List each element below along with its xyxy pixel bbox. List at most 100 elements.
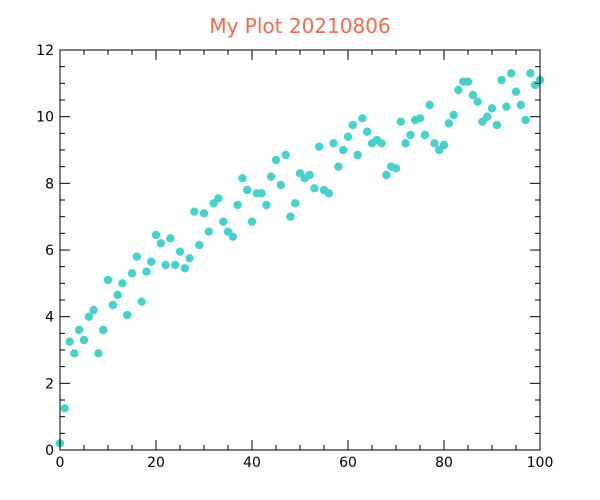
data-point bbox=[99, 325, 108, 335]
data-point bbox=[353, 150, 362, 160]
data-point bbox=[358, 114, 367, 123]
data-point bbox=[286, 212, 295, 221]
data-point bbox=[487, 104, 497, 113]
data-point bbox=[391, 164, 401, 173]
y-tick-label: 10 bbox=[36, 110, 54, 126]
data-point bbox=[343, 132, 353, 141]
data-point bbox=[502, 102, 511, 111]
data-point bbox=[132, 252, 141, 261]
data-point bbox=[65, 337, 74, 346]
data-point bbox=[329, 139, 338, 148]
data-point bbox=[267, 172, 276, 181]
ticks-layer: 0 20 40 60 80 100 0 2 4 6 8 10 12 bbox=[36, 43, 553, 471]
data-point bbox=[142, 267, 151, 276]
data-point bbox=[190, 207, 199, 216]
data-point bbox=[94, 349, 103, 358]
data-point bbox=[166, 234, 175, 243]
data-point bbox=[483, 112, 492, 121]
data-point bbox=[339, 145, 348, 155]
data-point bbox=[228, 232, 237, 241]
data-point bbox=[70, 349, 79, 358]
data-point bbox=[511, 87, 521, 96]
x-tick-label: 80 bbox=[435, 455, 453, 471]
data-point bbox=[113, 290, 122, 300]
data-point bbox=[84, 312, 94, 321]
data-point bbox=[147, 257, 156, 266]
data-point bbox=[247, 217, 257, 226]
chart-title: My Plot 20210806 bbox=[209, 14, 390, 38]
data-point bbox=[401, 139, 410, 148]
data-point bbox=[108, 300, 118, 310]
data-point bbox=[156, 239, 165, 248]
data-point bbox=[271, 155, 281, 165]
data-point bbox=[175, 247, 185, 256]
data-point bbox=[425, 100, 434, 110]
data-point bbox=[439, 140, 449, 150]
x-tick-label: 60 bbox=[339, 455, 357, 471]
data-point bbox=[180, 264, 189, 273]
y-tick-label: 12 bbox=[36, 43, 54, 59]
data-point bbox=[204, 227, 213, 236]
data-point bbox=[415, 114, 425, 123]
y-tick-label: 2 bbox=[45, 376, 54, 392]
data-point bbox=[420, 130, 429, 140]
y-tick-label: 8 bbox=[45, 176, 54, 192]
data-point bbox=[238, 174, 247, 183]
data-point bbox=[463, 77, 473, 86]
data-point bbox=[444, 119, 453, 128]
y-tick-label: 4 bbox=[45, 310, 54, 326]
data-point bbox=[377, 139, 386, 148]
data-point bbox=[473, 97, 482, 106]
data-point bbox=[257, 189, 266, 198]
data-point bbox=[516, 100, 525, 110]
data-point bbox=[291, 199, 300, 208]
data-point bbox=[118, 279, 127, 288]
data-point bbox=[75, 325, 84, 335]
data-point bbox=[214, 194, 223, 203]
data-point bbox=[382, 170, 391, 180]
data-point bbox=[161, 260, 170, 270]
data-point bbox=[507, 69, 516, 78]
data-point bbox=[497, 75, 506, 85]
points-layer bbox=[55, 69, 545, 448]
data-point bbox=[89, 305, 98, 315]
data-point bbox=[171, 260, 180, 270]
x-tick-label: 20 bbox=[147, 455, 165, 471]
data-point bbox=[79, 335, 89, 345]
data-point bbox=[199, 209, 209, 218]
data-point bbox=[219, 217, 228, 226]
data-point bbox=[430, 139, 439, 148]
data-point bbox=[243, 185, 252, 195]
data-point bbox=[492, 120, 501, 130]
y-tick-label: 6 bbox=[45, 243, 54, 259]
data-point bbox=[449, 110, 458, 120]
plot-frame bbox=[59, 49, 541, 451]
data-point bbox=[468, 90, 477, 100]
data-point bbox=[310, 184, 319, 193]
data-point bbox=[60, 404, 69, 413]
data-point bbox=[521, 115, 530, 125]
data-point bbox=[305, 170, 314, 180]
data-point bbox=[151, 230, 161, 240]
data-point bbox=[454, 85, 463, 95]
data-point bbox=[396, 117, 405, 126]
data-point bbox=[363, 127, 372, 136]
data-point bbox=[526, 69, 535, 78]
data-point bbox=[276, 180, 285, 190]
data-point bbox=[324, 189, 333, 198]
data-point bbox=[137, 297, 146, 306]
data-point bbox=[406, 130, 415, 140]
x-tick-label: 40 bbox=[243, 455, 261, 471]
data-point bbox=[334, 162, 343, 171]
data-point bbox=[195, 240, 204, 250]
y-tick-label: 0 bbox=[45, 443, 54, 459]
data-point bbox=[127, 269, 137, 278]
data-point bbox=[233, 200, 242, 210]
data-point bbox=[348, 120, 357, 130]
data-point bbox=[185, 254, 194, 263]
x-tick-label: 100 bbox=[527, 455, 554, 471]
data-point bbox=[315, 142, 324, 151]
data-point bbox=[123, 310, 132, 320]
